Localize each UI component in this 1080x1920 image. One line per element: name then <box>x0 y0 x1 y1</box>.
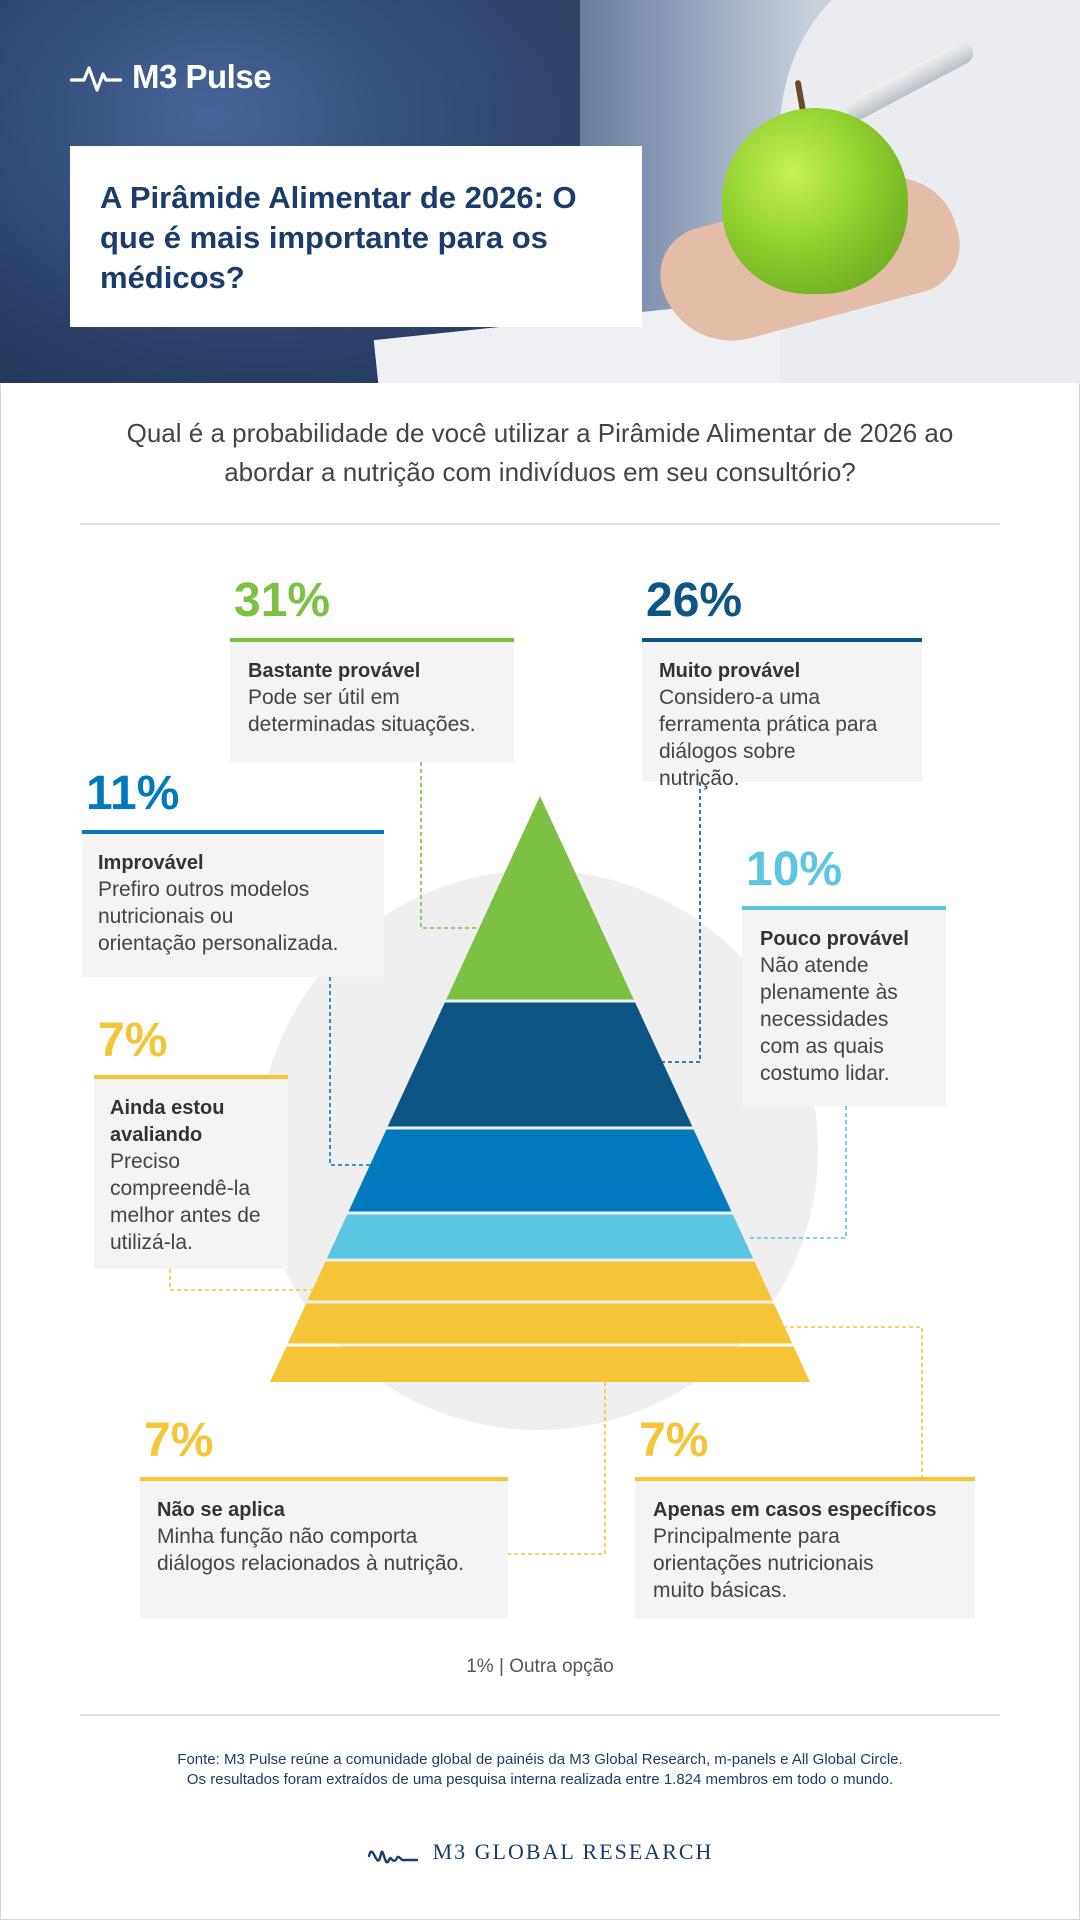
category-description-4: costumo lidar. <box>760 1062 890 1085</box>
percent-label-1: 31% <box>234 574 330 627</box>
pyramid-band-7 <box>270 1346 810 1382</box>
category-title-3: Improvável <box>98 852 204 874</box>
pyramid-band-3 <box>348 1129 732 1212</box>
hero-apple <box>722 108 908 294</box>
category-description-6: Principalmente para <box>653 1525 840 1548</box>
title-box: A Pirâmide Alimentar de 2026: O que é ma… <box>70 146 642 327</box>
category-description-1: Pode ser útil em <box>248 686 400 709</box>
percent-label-2: 26% <box>646 574 742 627</box>
connector-line-5 <box>169 1269 313 1291</box>
pyramid-band-6 <box>287 1303 793 1344</box>
signature-wave-icon <box>367 1850 418 1864</box>
category-description-2: ferramenta prática para <box>659 713 878 736</box>
category-title-7: Não se aplica <box>157 1499 286 1521</box>
category-description-4: necessidades <box>760 1008 888 1031</box>
label-box-1 <box>230 640 514 762</box>
category-description-3: nutricionais ou <box>98 905 233 928</box>
category-description-4: com as quais <box>760 1035 884 1058</box>
category-description-2: Considero-a uma <box>659 686 820 709</box>
category-description-1: determinadas situações. <box>248 713 476 736</box>
survey-question: Qual é a probabilidade de você utilizar … <box>126 418 954 487</box>
category-description-3: Prefiro outros modelos <box>98 878 309 901</box>
category-title-2: Muito provável <box>659 660 800 682</box>
pulse-icon <box>70 66 122 92</box>
category-title-4: Pouco provável <box>760 928 909 950</box>
source-line-2: Os resultados foram extraídos de uma pes… <box>186 1771 894 1788</box>
label-box-6 <box>635 1479 975 1619</box>
pyramid-band-2 <box>387 1002 693 1127</box>
category-description-4: plenamente às <box>760 981 898 1004</box>
category-description-2: nutrição. <box>659 767 740 790</box>
percent-label-4: 10% <box>746 843 842 896</box>
category-description-2: diálogos sobre <box>659 740 796 763</box>
label-box-2 <box>642 640 922 782</box>
divider-bottom <box>80 1714 1000 1716</box>
percent-label-5: 7% <box>98 1014 167 1067</box>
category-title-5: Ainda estou <box>110 1097 224 1119</box>
label-box-4 <box>742 908 946 1106</box>
connector-line-6 <box>785 1326 923 1479</box>
category-description-7: diálogos relacionados à nutrição. <box>157 1552 464 1575</box>
label-accent-bar-3 <box>82 830 384 834</box>
other-option-note: 1% | Outra opção <box>466 1656 614 1677</box>
source-note: Fonte: M3 Pulse reúne a comunidade globa… <box>100 1750 980 1790</box>
connector-line-4 <box>748 1106 847 1239</box>
category-description-5: melhor antes de <box>110 1204 261 1227</box>
connector-line-2 <box>645 782 701 1063</box>
pyramid-band-5 <box>307 1261 773 1301</box>
label-accent-bar-6 <box>635 1477 975 1481</box>
category-description-6: orientações nutricionais <box>653 1552 874 1575</box>
label-accent-bar-4 <box>742 906 946 910</box>
label-accent-bar-7 <box>140 1477 508 1481</box>
percent-label-3: 11% <box>86 767 179 820</box>
label-box-3 <box>82 832 384 977</box>
page-title: A Pirâmide Alimentar de 2026: O que é ma… <box>100 180 577 295</box>
category-description-6: muito básicas. <box>653 1579 787 1602</box>
category-title-1: Bastante provável <box>248 660 420 682</box>
category-description-5: Preciso <box>110 1150 180 1173</box>
category-title-5: avaliando <box>110 1124 202 1146</box>
pyramid-band-4 <box>326 1214 754 1259</box>
label-accent-bar-5 <box>94 1075 288 1079</box>
divider-top <box>80 523 1000 525</box>
connector-line-7 <box>508 1382 606 1555</box>
footer-brand-name: M3 GLOBAL RESEARCH <box>432 1839 714 1864</box>
category-description-7: Minha função não comporta <box>157 1525 418 1548</box>
label-accent-bar-1 <box>230 638 514 642</box>
label-box-5 <box>94 1077 288 1269</box>
category-description-4: Não atende <box>760 954 869 977</box>
connector-line-1 <box>420 762 478 929</box>
category-description-5: utilizá-la. <box>110 1231 193 1254</box>
category-title-6: Apenas em casos específicos <box>653 1499 936 1521</box>
category-description-3: orientação personalizada. <box>98 932 339 955</box>
pyramid-band-1 <box>446 796 634 1000</box>
footer-logo: M3 GLOBAL RESEARCH <box>0 1830 1080 1874</box>
brand-name: M3 Pulse <box>132 58 272 95</box>
source-line-1: Fonte: M3 Pulse reúne a comunidade globa… <box>177 1751 903 1768</box>
label-accent-bar-2 <box>642 638 922 642</box>
percent-label-7: 7% <box>144 1414 213 1467</box>
percent-label-6: 7% <box>639 1414 708 1467</box>
category-description-5: compreendê-la <box>110 1177 250 1200</box>
brand-logo: M3 Pulse <box>70 58 272 96</box>
label-box-7 <box>140 1479 508 1619</box>
